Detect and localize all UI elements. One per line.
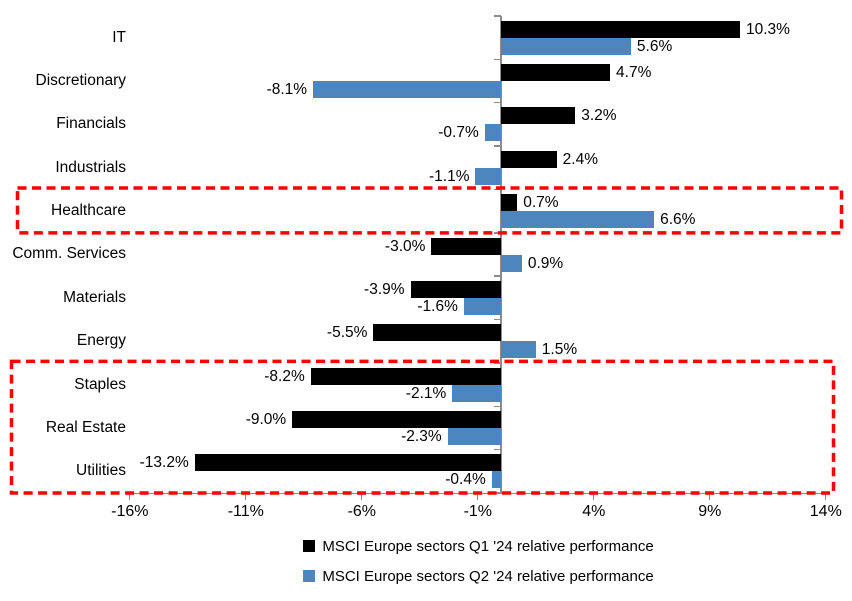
bar-q1 [410, 280, 501, 298]
category-label: Comm. Services [12, 245, 126, 263]
bar-q1 [501, 20, 740, 38]
value-label-q2: -8.1% [266, 81, 308, 99]
bar-q2 [313, 81, 501, 99]
bar-q2 [484, 124, 501, 142]
value-label-q2: -2.3% [401, 427, 442, 445]
x-axis-tick-label: 4% [582, 503, 606, 520]
value-label-q2: -1.6% [417, 297, 458, 315]
bar-q1 [501, 150, 557, 168]
bar-q2 [463, 297, 501, 315]
category-label: Real Estate [45, 418, 126, 436]
bar-q1 [431, 237, 501, 255]
value-label-q2: -0.7% [438, 124, 479, 142]
x-axis-tick [825, 494, 827, 500]
category-boundary-tick [494, 102, 501, 104]
category-label: IT [112, 28, 126, 46]
category-label: Financials [56, 115, 126, 133]
bar-q1 [501, 64, 611, 82]
value-label-q1: 2.4% [562, 150, 599, 168]
category-label: Staples [74, 375, 126, 393]
value-label-q1: 0.7% [523, 194, 559, 212]
x-axis-tick [361, 494, 363, 500]
x-axis-tick-label: -6% [347, 503, 377, 520]
value-label-q1: -8.2% [264, 367, 305, 385]
category-label: Healthcare [51, 202, 126, 220]
value-label-q1: -13.2% [139, 454, 189, 472]
legend-label-q2: MSCI Europe sectors Q2 '24 relative perf… [322, 567, 654, 585]
value-label-q2: -0.4% [445, 471, 486, 489]
x-axis-tick-label: -11% [227, 503, 264, 520]
category-boundary-tick [494, 145, 501, 147]
value-label-q2: 1.5% [541, 341, 578, 359]
value-label-q1: -3.9% [364, 280, 405, 298]
legend-label-q1: MSCI Europe sectors Q1 '24 relative perf… [322, 537, 654, 555]
x-axis-tick [709, 494, 711, 500]
legend-swatch-q2-icon [303, 570, 316, 582]
bar-q2 [475, 167, 501, 185]
value-label-q2: 0.9% [527, 254, 564, 272]
value-label-q1: 10.3% [745, 20, 790, 38]
value-label-q2: -2.1% [405, 384, 447, 402]
bar-q1 [501, 107, 576, 125]
legend: MSCI Europe sectors Q1 '24 relative perf… [130, 531, 827, 591]
legend-item-q1: MSCI Europe sectors Q1 '24 relative perf… [130, 531, 827, 561]
value-label-q2: -1.1% [428, 167, 470, 185]
x-axis-tick-label: 14% [809, 503, 842, 520]
x-axis-tick-label: -16% [111, 503, 149, 520]
legend-item-q2: MSCI Europe sectors Q2 '24 relative perf… [130, 561, 827, 591]
category-boundary-tick [494, 318, 501, 321]
category-boundary-tick [494, 15, 501, 17]
value-label-q1: -5.5% [326, 324, 368, 342]
value-label-q2: 5.6% [636, 37, 673, 55]
legend-swatch-q1-icon [303, 540, 316, 552]
x-axis-tick [477, 494, 479, 500]
x-axis-tick-label: -1% [463, 503, 493, 520]
bar-q2 [501, 254, 522, 272]
value-label-q1: -9.0% [245, 410, 287, 428]
value-label-q1: 4.7% [616, 64, 652, 82]
x-axis-tick [593, 494, 595, 500]
value-label-q1: -3.0% [384, 237, 426, 255]
category-label: Energy [76, 332, 126, 350]
value-label-q2: 6.6% [660, 211, 696, 229]
bar-q2 [501, 341, 536, 359]
category-label: Industrials [55, 158, 126, 176]
bar-q2 [501, 37, 631, 55]
category-boundary-tick [494, 275, 501, 277]
category-label: Utilities [76, 462, 126, 480]
value-label-q1: 3.2% [581, 107, 617, 125]
x-axis-tick [129, 494, 131, 500]
category-label: Discretionary [35, 72, 126, 90]
category-axis-line [500, 16, 502, 493]
x-axis-tick-label: 9% [698, 503, 722, 520]
category-label: Materials [63, 288, 126, 306]
category-boundary-tick [494, 58, 501, 61]
x-axis-tick [245, 494, 247, 500]
bar-q1 [373, 324, 501, 342]
